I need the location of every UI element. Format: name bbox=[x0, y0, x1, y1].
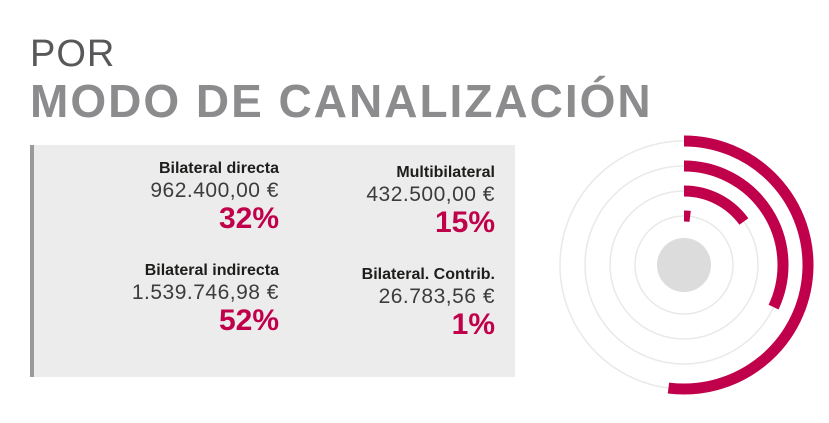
stat-percent: 32% bbox=[218, 202, 279, 235]
stat-percent: 1% bbox=[451, 308, 495, 341]
title-prefix: POR bbox=[30, 33, 116, 75]
stat-label: Bilateral. Contrib. bbox=[361, 266, 495, 283]
arc-multibilateral bbox=[683, 185, 749, 225]
center-disc bbox=[657, 238, 711, 292]
panel-accent-bar bbox=[30, 145, 34, 377]
stat-bilateral-indirecta: Bilateral indirecta 1.539.746,98 € 52% bbox=[132, 261, 279, 337]
radial-bar-chart bbox=[559, 135, 814, 395]
stat-amount: 432.500,00 € bbox=[366, 183, 495, 206]
stat-label: Multibilateral bbox=[396, 164, 495, 181]
stat-percent: 15% bbox=[434, 206, 495, 239]
stat-bilateral-directa: Bilateral directa 962.400,00 € 32% bbox=[150, 159, 279, 235]
stat-amount: 26.783,56 € bbox=[378, 285, 495, 308]
stat-label: Bilateral indirecta bbox=[144, 262, 279, 279]
stat-label: Bilateral directa bbox=[158, 160, 279, 177]
page-title: MODO DE CANALIZACIÓN bbox=[30, 75, 653, 127]
stat-percent: 52% bbox=[218, 304, 279, 337]
stats-panel: Bilateral directa 962.400,00 € 32% Multi… bbox=[30, 145, 515, 377]
stat-multibilateral: Multibilateral 432.500,00 € 15% bbox=[366, 163, 495, 239]
stat-bilateral-contrib: Bilateral. Contrib. 26.783,56 € 1% bbox=[362, 265, 495, 341]
stat-amount: 1.539.746,98 € bbox=[131, 281, 279, 304]
arc-bilateral-indirecta bbox=[667, 135, 814, 395]
stat-amount: 962.400,00 € bbox=[150, 179, 279, 202]
arc-bilateral-directa bbox=[683, 160, 789, 310]
